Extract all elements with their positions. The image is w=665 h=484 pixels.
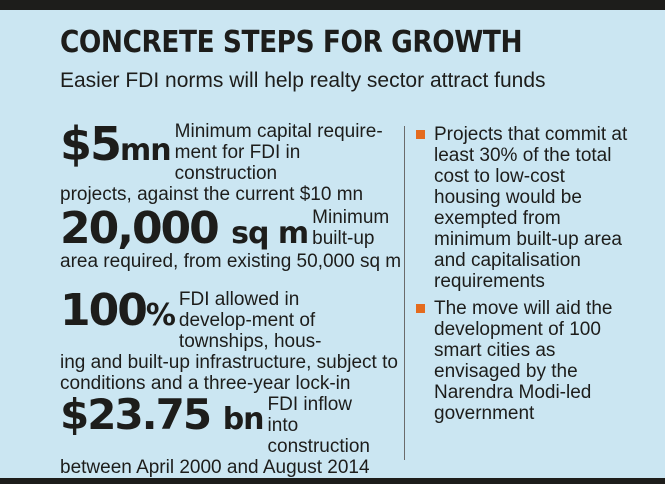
stat-side-text: Minimum capital require-ment for FDI in … xyxy=(174,121,383,184)
stat-minimum-built-up-area: 20,000 sq m Minimum built-up area requir… xyxy=(60,203,405,273)
stat-unit: mn xyxy=(120,133,172,168)
page-title: CONCRETE STEPS FOR GROWTH xyxy=(60,25,523,60)
list-item: The move will aid the development of 100… xyxy=(416,298,631,424)
stat-figure: $5mn xyxy=(60,117,172,171)
stat-figure: $23.75 bn xyxy=(60,390,265,439)
stat-cont-text: area required, from existing 50,000 sq m xyxy=(60,251,402,272)
stat-figure: 20,000 sq m xyxy=(60,203,309,254)
stat-cont-text: ing and built-up infrastructure, subject… xyxy=(60,352,398,394)
top-rule xyxy=(0,0,665,10)
stat-cont-text: between April 2000 and August 2014 xyxy=(60,457,370,478)
stat-side-text: Minimum built-up xyxy=(312,207,390,249)
list-item: Projects that commit at least 30% of the… xyxy=(416,124,631,292)
stat-side-text: FDI inflow into construction xyxy=(267,394,370,457)
square-bullet-icon xyxy=(416,304,425,313)
page-subtitle: Easier FDI norms will help realty sector… xyxy=(60,69,546,92)
stat-figure: 100% xyxy=(60,285,176,336)
stat-fdi-allowed: 100% FDI allowed in develop-ment of town… xyxy=(60,285,405,395)
stat-cont-text: projects, against the current $10 mn xyxy=(60,184,364,205)
bullet-list: Projects that commit at least 30% of the… xyxy=(416,124,631,430)
bullet-text: The move will aid the development of 100… xyxy=(434,298,613,424)
bottom-rule xyxy=(0,478,665,484)
stat-unit: bn xyxy=(222,402,265,437)
stat-unit: % xyxy=(145,298,176,333)
stat-fdi-inflow: $23.75 bn FDI inflow into construction b… xyxy=(60,390,405,479)
stat-side-text: FDI allowed in develop-ment of townships… xyxy=(178,289,322,352)
stat-minimum-capital: $5mn Minimum capital require-ment for FD… xyxy=(60,121,405,205)
stat-unit: sq m xyxy=(231,216,309,251)
bullet-text: Projects that commit at least 30% of the… xyxy=(434,124,628,292)
square-bullet-icon xyxy=(416,130,425,139)
column-divider xyxy=(404,126,405,460)
